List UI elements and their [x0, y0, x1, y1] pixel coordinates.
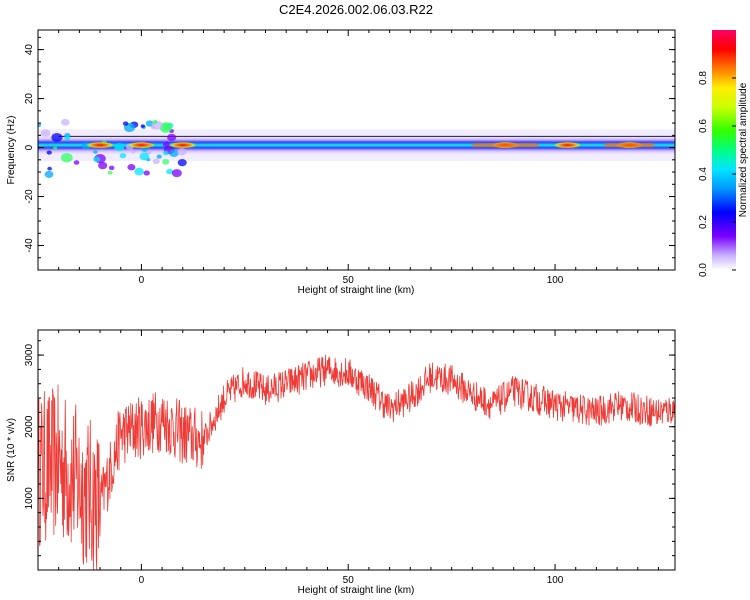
noise-blob [119, 152, 127, 159]
noise-blob [64, 135, 71, 141]
y-tick-label: -40 [24, 238, 35, 253]
snr-xlabel: Height of straight line (km) [298, 585, 415, 596]
noise-blob [166, 168, 174, 175]
x-tick-label: 50 [343, 575, 355, 586]
noise-blob [177, 147, 187, 156]
noise-blob [44, 170, 54, 178]
noise-blob [134, 167, 144, 176]
noise-blob [53, 146, 58, 150]
y-tick-label: 20 [24, 93, 35, 105]
snr-plot-area [38, 330, 675, 570]
spectrogram-content [38, 118, 675, 178]
noise-blob [108, 165, 115, 171]
noise-blob [93, 156, 101, 162]
noise-blob [156, 154, 162, 159]
colorbar-label: Normalized spectral amplitude [738, 82, 749, 217]
noise-blob [171, 169, 182, 178]
figure-title: C2E4.2026.002.06.03.R22 [279, 2, 433, 17]
spectrogram-xlabel: Height of straight line (km) [298, 285, 415, 296]
noise-blob [47, 166, 52, 171]
snr-ylabel: SNR (10 * v/v) [6, 418, 17, 482]
x-tick-label: 100 [547, 575, 564, 586]
energy-band [38, 135, 675, 155]
colorbar-tick-label: 0.2 [698, 215, 709, 229]
noise-blob [51, 132, 63, 142]
snr-axes: 0 50 100 1000 2000 3000 [24, 330, 675, 586]
y-tick-label: -20 [24, 189, 35, 204]
y-tick-label: 3000 [24, 344, 35, 367]
noise-blob [60, 152, 73, 163]
noise-blob [152, 158, 160, 165]
y-tick-label: 0 [24, 144, 35, 150]
colorbar: 0.0 0.2 0.4 0.6 0.8 Normalized spectral ampl… [698, 30, 749, 277]
noise-blob [163, 141, 170, 148]
colorbar-scale [712, 30, 736, 270]
band-peak [85, 141, 116, 149]
noise-blob [122, 121, 129, 126]
noise-blob [107, 170, 113, 175]
snr-frame [37, 329, 676, 571]
noise-blob [143, 170, 150, 176]
noise-blob [139, 152, 150, 161]
noise-blob [177, 159, 187, 167]
y-tick-label: 2000 [24, 415, 35, 438]
noise-blob [127, 164, 136, 171]
colorbar-ticks: 0.0 0.2 0.4 0.6 0.8 [698, 71, 736, 277]
band-peak [168, 141, 198, 149]
y-tick-label: 40 [24, 44, 35, 56]
noise-blob [162, 150, 169, 156]
noise-blob [38, 122, 42, 128]
band-peak [552, 141, 582, 149]
x-tick-label: 100 [547, 275, 564, 286]
band-hot-segment [472, 143, 539, 148]
spectrogram-frame [37, 29, 676, 271]
noise-blob [169, 149, 179, 157]
x-tick-label: 50 [343, 275, 355, 286]
noise-blob [162, 159, 170, 165]
noise-blob [167, 133, 177, 142]
noise-blob [145, 149, 152, 155]
noise-blob [40, 129, 51, 137]
snr-content [38, 354, 675, 570]
noise-blob [159, 123, 172, 133]
noise-blob [98, 161, 108, 170]
colorbar-tick-label: 0.0 [698, 263, 709, 277]
spectrogram-axes: 0 50 100 -40 -20 0 20 40 [24, 30, 675, 286]
spectrogram-panel: 0 50 100 -40 -20 0 20 40 Height of straight lin… [6, 29, 676, 296]
band-peak [126, 141, 156, 149]
snr-panel: 0 50 100 1000 2000 3000 Height of straight li… [6, 329, 676, 596]
colorbar-tick-label: 0.4 [698, 167, 709, 181]
noise-blob [46, 150, 52, 155]
noise-blob [152, 119, 158, 125]
x-tick-label: 0 [139, 575, 145, 586]
x-tick-label: 0 [139, 275, 145, 286]
noise-blob [131, 149, 136, 154]
y-tick-label: 1000 [24, 487, 35, 510]
colorbar-tick-label: 0.6 [698, 119, 709, 133]
noise-blob [93, 150, 98, 154]
colorbar-tick-label: 0.8 [698, 71, 709, 85]
band-hot-segment [604, 143, 655, 148]
noise-blob [140, 124, 145, 128]
snr-series-line [38, 354, 675, 570]
noise-blob [60, 118, 70, 126]
noise-blob [114, 143, 125, 152]
spectrogram-ylabel: Frequency (Hz) [6, 116, 17, 185]
noise-blob [73, 160, 80, 165]
